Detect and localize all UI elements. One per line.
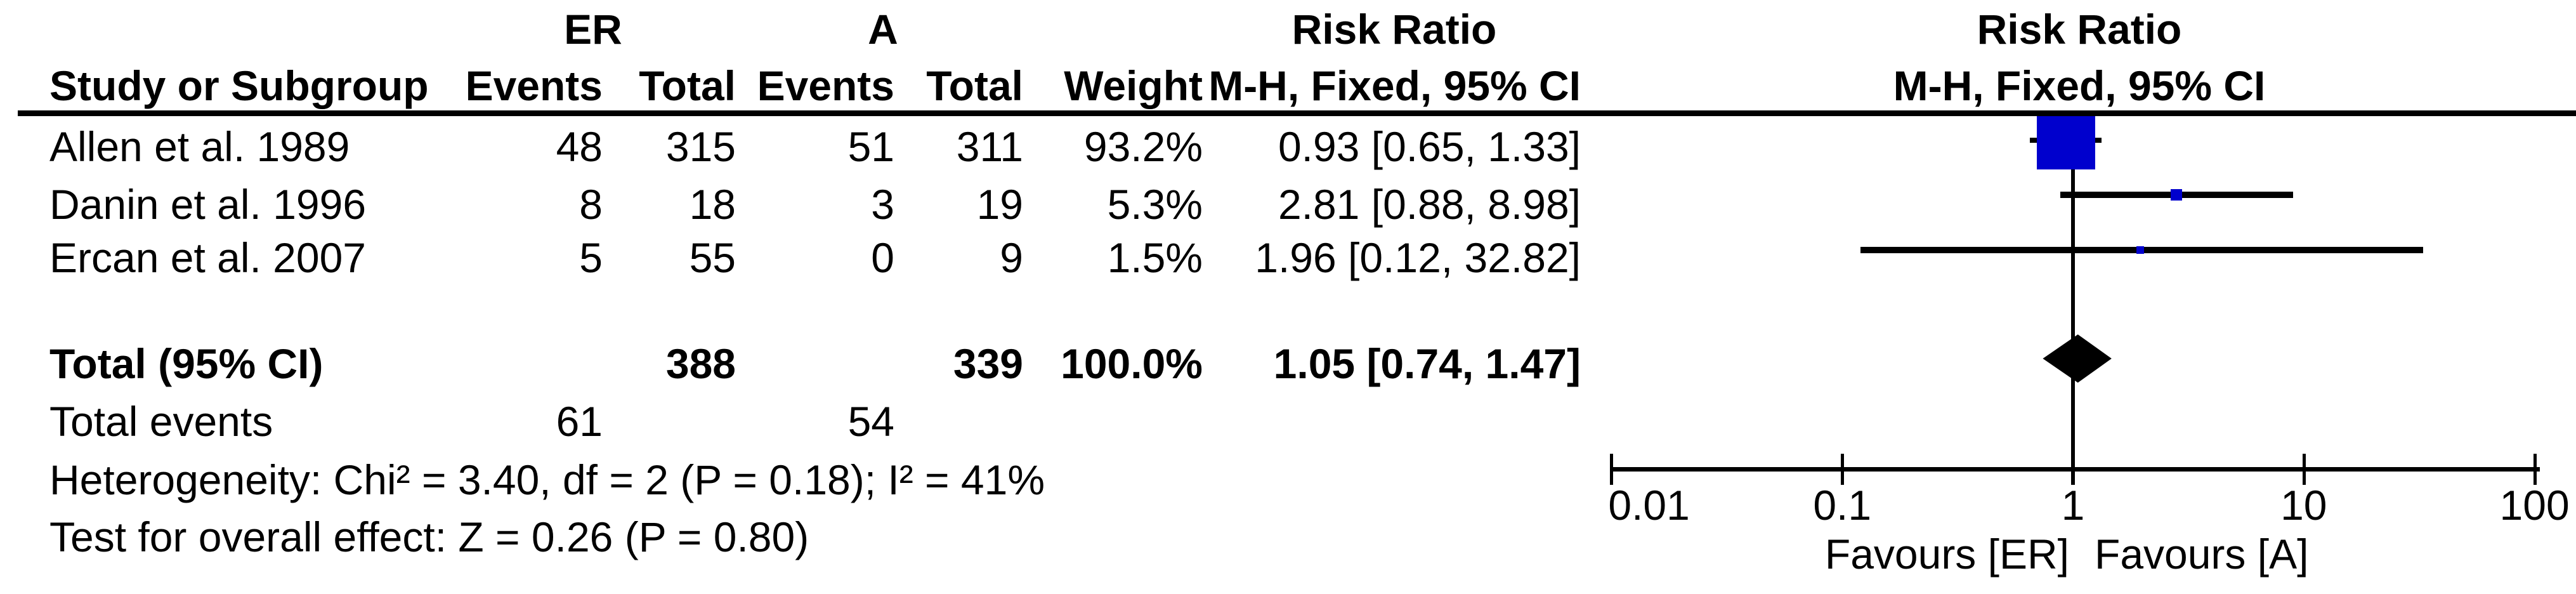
study-a-events: 0 [871,234,894,281]
total-weight: 100.0% [1061,340,1203,387]
total-events-er: 61 [556,398,603,445]
study-weight: 5.3% [1107,181,1203,228]
study-er-total: 55 [689,234,736,281]
group1-events-header: Events [465,62,603,109]
effect-column-title: Risk Ratio [1291,6,1497,53]
plot-method-header: M-H, Fixed, 95% CI [1893,62,2266,109]
diamond-shape [2043,334,2112,383]
null-effect-line [2071,116,2075,485]
axis-tick [1841,454,1845,485]
total-ci-text: 1.05 [0.74, 1.47] [1273,340,1581,387]
axis-tick-label: 0.01 [1608,482,1690,529]
axis-tick-label: 100 [2499,482,2570,529]
axis-tick [2533,454,2537,485]
group1-header: ER [564,6,622,53]
favours-left-label: Favours [ER] [1824,531,2069,578]
total-row-label: Total (95% CI) [49,340,324,387]
study-a-total: 19 [976,181,1023,228]
study-weight: 93.2% [1083,123,1203,170]
plot-column-title: Risk Ratio [1977,6,2182,53]
effect-square [2036,111,2095,169]
study-column-header: Study or Subgroup [49,62,429,109]
group1-total-header: Total [639,62,736,109]
study-name: Allen et al. 1989 [49,123,350,170]
axis-tick [2302,454,2306,485]
group2-total-header: Total [926,62,1023,109]
total-events-a: 54 [847,398,894,445]
axis-tick [2072,454,2075,485]
study-ci-text: 2.81 [0.88, 8.98] [1278,181,1581,228]
study-ci-text: 1.96 [0.12, 32.82] [1255,234,1581,281]
study-name: Ercan et al. 2007 [49,234,366,281]
axis-tick-label: 0.1 [1813,482,1872,529]
study-a-events: 51 [847,123,894,170]
study-er-total: 315 [665,123,736,170]
effect-method-header: M-H, Fixed, 95% CI [1208,62,1581,109]
axis-tick-label: 1 [2061,482,2085,529]
axis-tick [1610,454,1614,485]
total-events-label: Total events [49,398,273,445]
study-er-events: 8 [579,181,603,228]
study-name: Danin et al. 1996 [49,181,367,228]
study-a-events: 3 [871,181,894,228]
study-ci-text: 0.93 [0.65, 1.33] [1278,123,1581,170]
total-er-total: 388 [665,340,736,387]
overall-effect-text: Test for overall effect: Z = 0.26 (P = 0… [49,513,809,560]
total-a-total: 339 [953,340,1023,387]
header-rule [18,110,2576,116]
study-a-total: 311 [956,123,1023,170]
study-er-events: 48 [556,123,603,170]
favours-right-label: Favours [A] [2095,531,2309,578]
effect-square [2171,189,2183,201]
effect-square [2136,246,2145,254]
study-er-events: 5 [579,234,603,281]
group2-events-header: Events [757,62,894,109]
study-a-total: 9 [1000,234,1023,281]
study-weight: 1.5% [1107,234,1203,281]
study-er-total: 18 [689,181,736,228]
heterogeneity-text: Heterogeneity: Chi² = 3.40, df = 2 (P = … [49,456,1045,503]
group2-header: A [868,6,898,53]
axis-tick-label: 10 [2280,482,2327,529]
x-axis-line [1612,467,2540,472]
weight-column-header: Weight [1064,62,1203,109]
